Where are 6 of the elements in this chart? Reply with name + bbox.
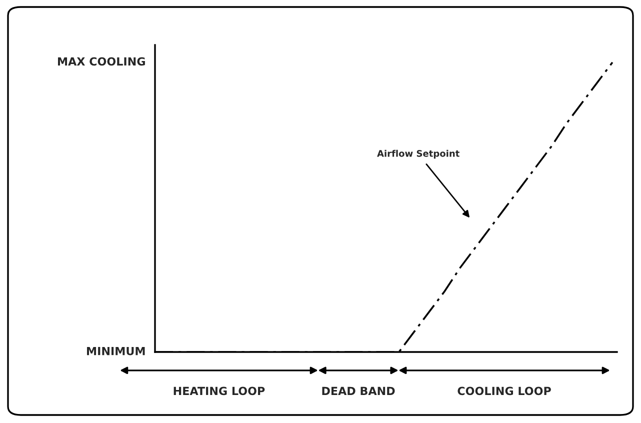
text: MAX COOLING xyxy=(58,57,145,66)
text: DEAD BAND xyxy=(322,386,395,395)
annotation: Airflow Setpoint xyxy=(377,150,460,159)
text: MINIMUM xyxy=(87,346,145,356)
text: HEATING LOOP xyxy=(174,386,265,396)
text: COOLING LOOP xyxy=(458,386,551,396)
